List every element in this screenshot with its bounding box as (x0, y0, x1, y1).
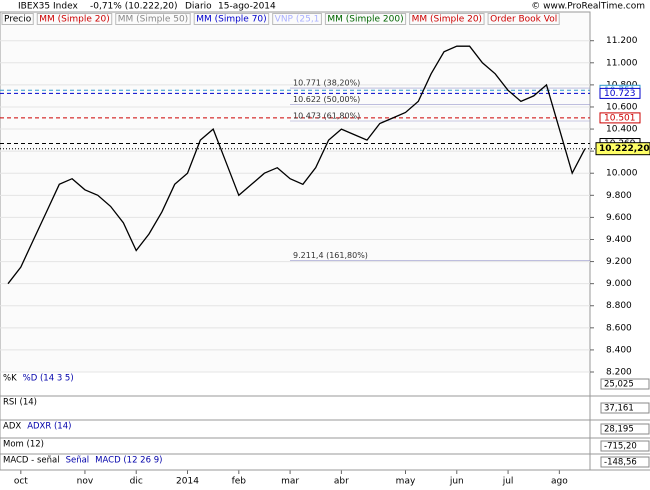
y-tick-label: 9.000 (606, 279, 632, 289)
credit: © www.ProRealTime.com (531, 2, 645, 12)
legend-entry: Order Book Vol (490, 15, 557, 25)
legend-entry: VNP (25,1 (275, 15, 320, 25)
instrument: IBEX35 Index (18, 2, 78, 12)
legend-box (487, 13, 560, 25)
fib-label: 10.771 (38,20%) (293, 79, 360, 88)
indicator-value-box (600, 378, 650, 390)
x-tick-label: jul (502, 477, 514, 487)
legend-entry: Precio (4, 15, 32, 25)
indicator-label: Señal (66, 456, 90, 466)
indicator-value-box (600, 456, 650, 468)
y-tick-label: 8.200 (606, 368, 632, 378)
indicator-value: 28,195 (604, 425, 634, 435)
indicator-label: %K (3, 374, 17, 384)
indicator-value-box (600, 423, 650, 435)
x-tick-label: feb (232, 477, 247, 487)
legend-box (1, 13, 34, 25)
legend-entry: MM (Simple 20) (39, 15, 109, 25)
y-tick-label: 11.000 (606, 58, 638, 68)
y-tick-label: 8.400 (606, 345, 632, 355)
last-box (595, 142, 650, 156)
indicator-label: %D (14 3 5) (23, 374, 74, 384)
fib-label: 10.473 (61,80%) (293, 111, 360, 120)
y-tick-label: 11.200 (606, 36, 638, 46)
legend-box (115, 13, 191, 25)
last-label: 10.222,20 (599, 144, 650, 154)
x-tick-label: mar (281, 477, 299, 487)
level-label: 10.501 (604, 113, 636, 123)
price-panel (0, 11, 591, 373)
y-tick-label: 10.000 (606, 169, 638, 179)
indicator-label: Mom (12) (3, 440, 44, 450)
date: 15-ago-2014 (218, 2, 276, 12)
level-label: 10.723 (604, 89, 636, 99)
y-tick-label: 9.400 (606, 235, 632, 245)
x-tick-label: jun (449, 477, 464, 487)
y-tick-label: 9.600 (606, 213, 632, 223)
level-box (599, 87, 641, 99)
x-tick-label: nov (77, 477, 94, 487)
indicator-label: MACD - señal (3, 456, 60, 466)
y-tick-label: 8.600 (606, 323, 632, 333)
x-tick-label: ago (551, 477, 568, 487)
x-tick-label: 2014 (176, 477, 199, 487)
fib-label: 9.211,4 (161,80%) (293, 251, 368, 260)
legend-box (409, 13, 485, 25)
legend-box (324, 13, 407, 25)
fib-label: 10.622 (50,00%) (293, 95, 360, 104)
indicator-label: ADXR (14) (27, 422, 71, 432)
indicator-label: MACD (12 26 9) (95, 456, 162, 466)
legend-box (193, 13, 270, 25)
x-tick-label: abr (334, 477, 349, 487)
indicator-value: 25,025 (604, 380, 634, 390)
y-tick-label: 8.800 (606, 301, 632, 311)
legend-box (272, 13, 322, 25)
indicator-label: RSI (14) (3, 398, 37, 408)
period: Diario (185, 2, 212, 12)
price-line (7, 45, 586, 285)
x-tick-label: may (396, 477, 416, 487)
y-tick-label: 10.600 (606, 102, 638, 112)
indicator-value: -148,56 (604, 458, 637, 468)
indicator-label: ADX (3, 422, 21, 432)
legend-box (36, 13, 113, 25)
indicator-value: 37,161 (604, 404, 634, 414)
indicator-value-box (600, 402, 650, 414)
level-box (599, 112, 641, 124)
indicator-value-box (600, 440, 650, 452)
indicator-value: -715,20 (604, 442, 637, 452)
legend-entry: MM (Simple 200) (327, 15, 403, 25)
change: -0,71% (10.222,20) (90, 2, 178, 12)
legend-entry: MM (Simple 70) (196, 15, 266, 25)
x-tick-label: oct (14, 477, 28, 487)
legend-entry: MM (Simple 20) (412, 15, 482, 25)
legend-entry: MM (Simple 50) (118, 15, 188, 25)
y-tick-label: 9.200 (606, 257, 632, 267)
x-tick-label: dic (130, 477, 143, 487)
y-tick-label: 10.400 (606, 125, 638, 135)
y-tick-label: 9.800 (606, 191, 632, 201)
